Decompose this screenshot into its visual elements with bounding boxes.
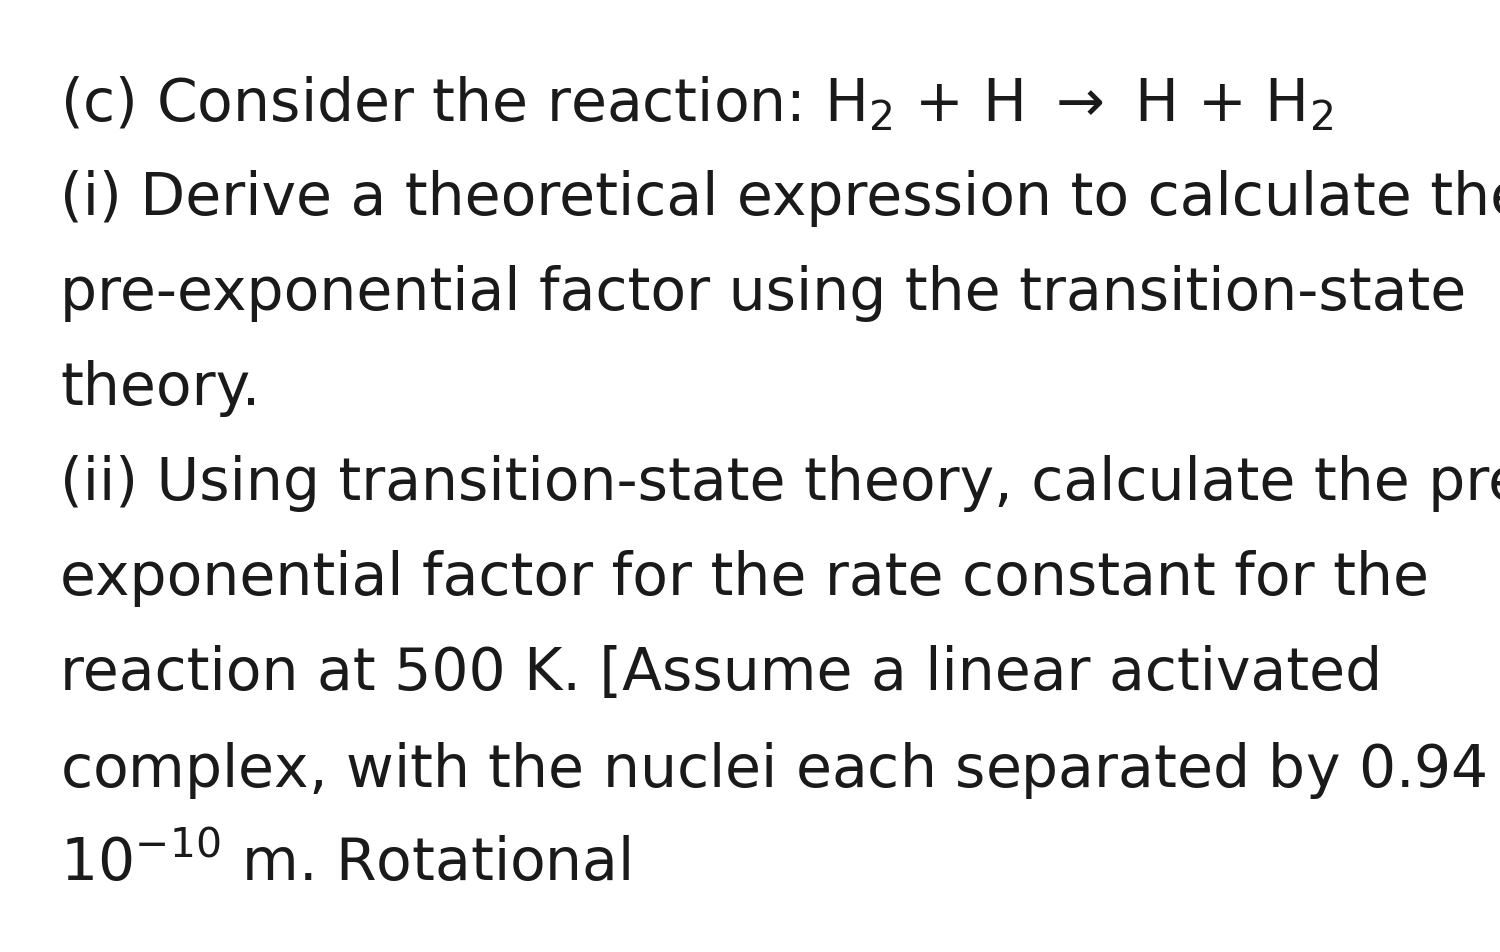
Text: pre-exponential factor using the transition-state: pre-exponential factor using the transit… <box>60 265 1466 322</box>
Text: theory.: theory. <box>60 360 261 417</box>
Text: exponential factor for the rate constant for the: exponential factor for the rate constant… <box>60 550 1429 607</box>
Text: 10$^{-10}$ m. Rotational: 10$^{-10}$ m. Rotational <box>60 835 630 893</box>
Text: complex, with the nuclei each separated by 0.94 $\times$: complex, with the nuclei each separated … <box>60 740 1500 801</box>
Text: (i) Derive a theoretical expression to calculate the: (i) Derive a theoretical expression to c… <box>60 170 1500 227</box>
Text: reaction at 500 K. [Assume a linear activated: reaction at 500 K. [Assume a linear acti… <box>60 645 1382 702</box>
Text: (c) Consider the reaction: H$_2$ + H $\rightarrow$ H + H$_2$: (c) Consider the reaction: H$_2$ + H $\r… <box>60 75 1334 133</box>
Text: (ii) Using transition-state theory, calculate the pre-: (ii) Using transition-state theory, calc… <box>60 455 1500 512</box>
